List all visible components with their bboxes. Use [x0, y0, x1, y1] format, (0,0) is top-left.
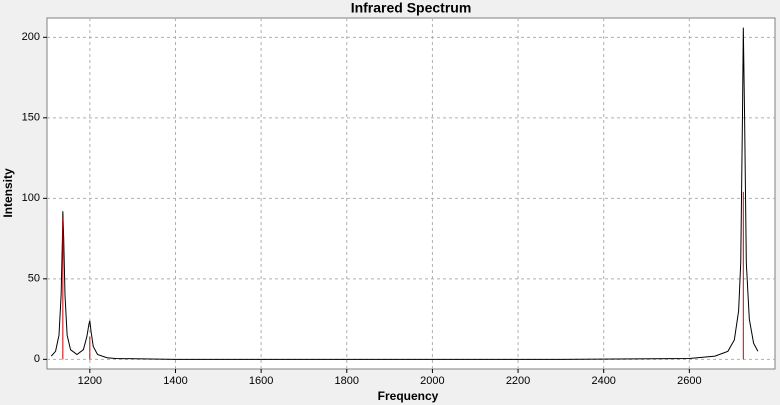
x-tick-label: 1400: [163, 375, 187, 387]
x-tick-label: 2000: [420, 375, 444, 387]
y-tick-label: 0: [34, 353, 40, 365]
x-tick-label: 2200: [506, 375, 530, 387]
x-tick-label: 2400: [591, 375, 615, 387]
plot-area: [46, 17, 776, 370]
x-tick-label: 2600: [677, 375, 701, 387]
y-tick-label: 150: [22, 112, 40, 124]
y-tick-label: 100: [22, 192, 40, 204]
y-tick-label: 200: [22, 31, 40, 43]
chart-title: Infrared Spectrum: [351, 0, 472, 16]
x-tick-label: 1600: [249, 375, 273, 387]
y-axis-label: Intensity: [1, 168, 15, 218]
x-axis-label: Frequency: [378, 389, 439, 403]
y-tick-label: 50: [28, 273, 40, 285]
x-tick-label: 1800: [335, 375, 359, 387]
x-tick-label: 1200: [78, 375, 102, 387]
spectrum-line: [50, 27, 759, 360]
